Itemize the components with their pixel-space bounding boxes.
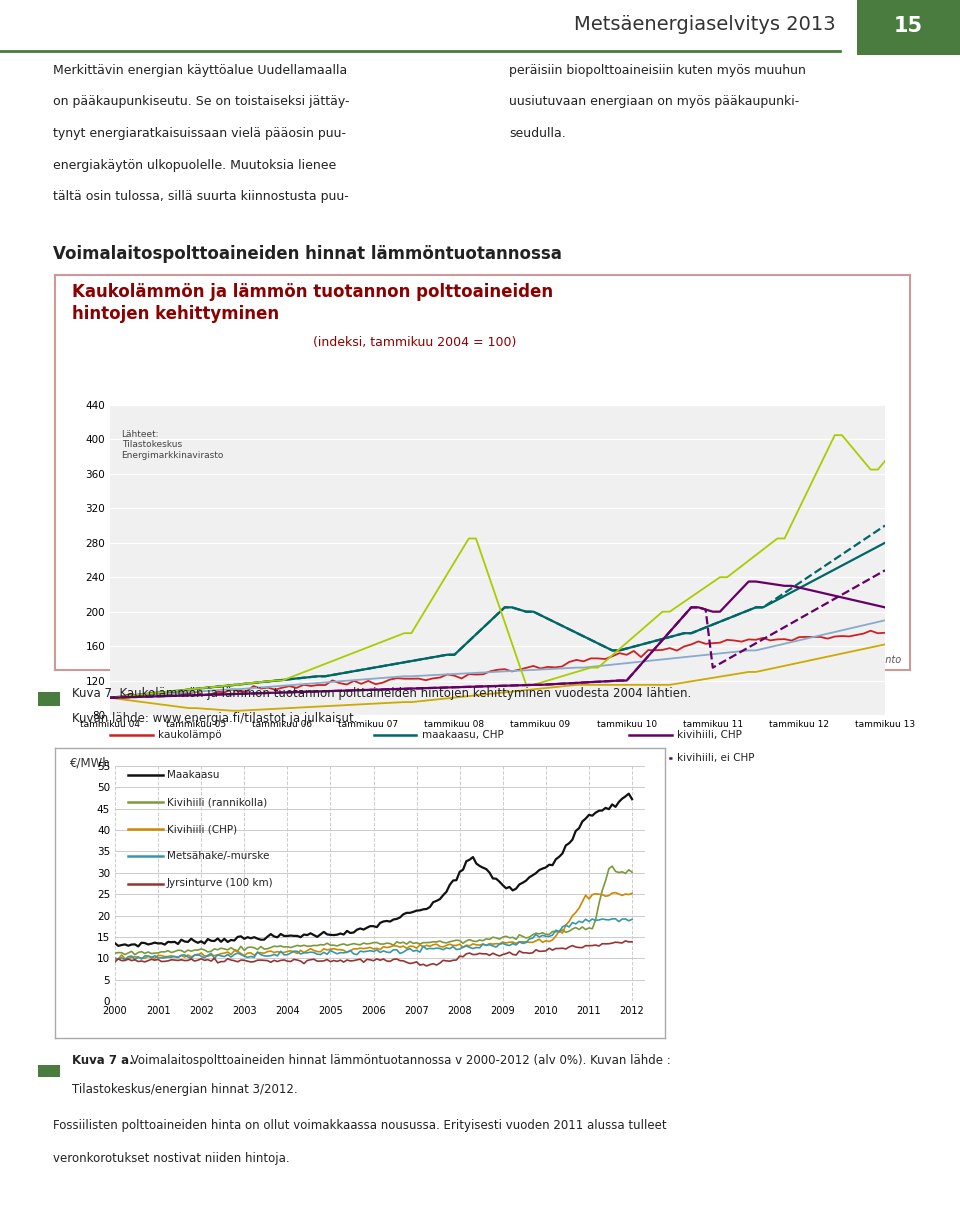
- Text: Metsähake/-murske: Metsähake/-murske: [167, 852, 270, 862]
- Text: (indeksi, tammikuu 2004 = 100): (indeksi, tammikuu 2004 = 100): [313, 336, 516, 349]
- Text: energiakäytön ulkopuolelle. Muutoksia lienee: energiakäytön ulkopuolelle. Muutoksia li…: [53, 158, 336, 172]
- Text: polttohake/metsähake: polttohake/metsähake: [158, 778, 275, 787]
- Text: jyrsinturve: jyrsinturve: [158, 753, 214, 763]
- Text: tältä osin tulossa, sillä suurta kiinnostusta puu-: tältä osin tulossa, sillä suurta kiinnos…: [53, 190, 348, 203]
- Text: Kuva 7. Kaukolämmön ja lämmön tuotannon polttaineiden hintojen kehittyminen vuod: Kuva 7. Kaukolämmön ja lämmön tuotannon …: [72, 686, 691, 700]
- Text: raskas öljy, ei CHP: raskas öljy, ei CHP: [421, 778, 518, 787]
- Text: kivihiili, ei CHP: kivihiili, ei CHP: [678, 753, 755, 763]
- Text: maakaasu, ei CHP: maakaasu, ei CHP: [421, 753, 516, 763]
- Text: Voimalaitospolttoaineiden hinnat lämmöntuotannossa v 2000-2012 (alv 0%). Kuvan l: Voimalaitospolttoaineiden hinnat lämmönt…: [127, 1054, 670, 1067]
- Text: Lähteet:
Tilastokeskus
Energimarkkinavirasto: Lähteet: Tilastokeskus Energimarkkinavir…: [122, 430, 224, 460]
- Text: kaukolämpö: kaukolämpö: [158, 730, 222, 740]
- Bar: [38, 691, 60, 706]
- Text: 15: 15: [894, 16, 923, 37]
- Text: Kivihiili (CHP): Kivihiili (CHP): [167, 824, 237, 835]
- Text: €/MWh: €/MWh: [70, 757, 111, 769]
- Text: seudulla.: seudulla.: [509, 127, 565, 140]
- Text: Merkittävin energian käyttöalue Uudellamaalla: Merkittävin energian käyttöalue Uudellam…: [53, 65, 348, 77]
- Text: Voimalaitospolttoaineiden hinnat lämmöntuotannossa: Voimalaitospolttoaineiden hinnat lämmönt…: [53, 245, 562, 263]
- Text: tynyt energiaratkaisuissaan vielä pääosin puu-: tynyt energiaratkaisuissaan vielä pääosi…: [53, 127, 346, 140]
- Text: Kaukolämmön ja lämmön tuotannon polttoaineiden
hintojen kehittyminen: Kaukolämmön ja lämmön tuotannon polttoai…: [72, 282, 553, 323]
- Text: Jyrsinturve (100 km): Jyrsinturve (100 km): [167, 879, 274, 888]
- Text: Fossiilisten polttoaineiden hinta on ollut voimakkaassa nousussa. Erityisesti vu: Fossiilisten polttoaineiden hinta on oll…: [53, 1120, 666, 1133]
- Text: Kuvan lähde: www.energia.fi/tilastot ja julkaisut.: Kuvan lähde: www.energia.fi/tilastot ja …: [72, 712, 357, 725]
- Text: maakaasu, CHP: maakaasu, CHP: [421, 730, 503, 740]
- Text: Maakaasu: Maakaasu: [167, 770, 220, 780]
- Bar: [38, 1065, 60, 1077]
- Text: Kivihiili (rannikolla): Kivihiili (rannikolla): [167, 797, 267, 807]
- Text: uusiutuvaan energiaan on myös pääkaupunki-: uusiutuvaan energiaan on myös pääkaupunk…: [509, 95, 799, 108]
- Text: kivihiili, CHP: kivihiili, CHP: [678, 730, 742, 740]
- Text: Kuva 7 a.: Kuva 7 a.: [72, 1054, 133, 1067]
- Text: CHP = kaukolämmön ja sähkön yhteistuotanto: CHP = kaukolämmön ja sähkön yhteistuotan…: [673, 655, 901, 666]
- Text: on pääkaupunkiseutu. Se on toistaiseksi jättäy-: on pääkaupunkiseutu. Se on toistaiseksi …: [53, 95, 349, 108]
- Text: peräisiin biopolttoaineisiin kuten myös muuhun: peräisiin biopolttoaineisiin kuten myös …: [509, 65, 805, 77]
- Text: Tilastokeskus/energian hinnat 3/2012.: Tilastokeskus/energian hinnat 3/2012.: [72, 1083, 298, 1095]
- Text: Metsäenergiaselvitys 2013: Metsäenergiaselvitys 2013: [573, 16, 835, 34]
- Text: veronkorotukset nostivat niiden hintoja.: veronkorotukset nostivat niiden hintoja.: [53, 1152, 289, 1165]
